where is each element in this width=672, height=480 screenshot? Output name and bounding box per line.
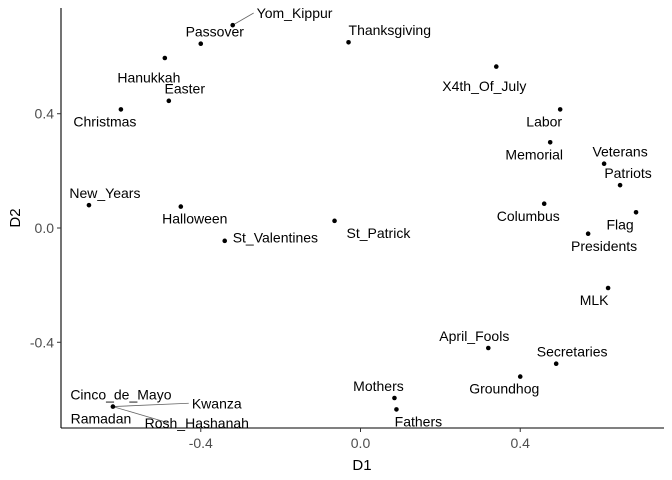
- data-point: [541, 201, 547, 207]
- label-leader-line: [112, 402, 189, 407]
- data-point: [557, 107, 563, 112]
- data-point: [553, 361, 559, 367]
- data-point: [230, 22, 236, 28]
- data-points: [86, 22, 639, 412]
- point-label: Easter: [165, 81, 206, 97]
- data-point: [485, 345, 491, 351]
- point-label: Thanksgiving: [349, 22, 432, 38]
- leader-lines: [112, 12, 254, 424]
- data-point: [162, 55, 168, 61]
- label-leader-line: [232, 12, 254, 26]
- x-tick-label: -0.4: [189, 435, 213, 451]
- point-label: Patriots: [604, 165, 651, 181]
- data-point: [110, 404, 116, 409]
- label-leader-line: [112, 406, 169, 424]
- x-ticks: -0.4 0.0 0.4: [189, 428, 530, 451]
- point-label: Memorial: [505, 146, 563, 162]
- x-tick-label: 0.0: [351, 435, 371, 451]
- point-label: Groundhog: [469, 381, 539, 397]
- point-label: Mothers: [353, 378, 404, 394]
- axes: -0.4 0.0 0.4 -0.4 0.0 0.4 D1 D2: [7, 8, 664, 474]
- point-label: Rosh_Hashanah: [145, 415, 249, 431]
- data-point: [392, 395, 397, 401]
- data-point: [617, 182, 623, 188]
- point-label: Yom_Kippur: [257, 5, 333, 21]
- point-label: St_Patrick: [347, 225, 412, 241]
- x-axis-title: D1: [352, 457, 371, 474]
- data-point: [394, 407, 399, 412]
- point-label: Columbus: [497, 208, 560, 224]
- data-point: [166, 98, 172, 104]
- point-label: Cinco_de_Mayo: [70, 386, 171, 402]
- point-label: Labor: [526, 114, 562, 130]
- point-label: New_Years: [69, 185, 140, 201]
- y-ticks: -0.4 0.0 0.4: [30, 106, 61, 350]
- data-point: [118, 107, 124, 112]
- data-point: [601, 161, 607, 167]
- y-axis-title: D2: [7, 208, 24, 227]
- data-point: [585, 231, 591, 237]
- point-label: April_Fools: [439, 328, 509, 344]
- y-tick-label: -0.4: [30, 334, 54, 350]
- point-label: Halloween: [162, 211, 227, 227]
- point-label: Kwanza: [192, 395, 242, 411]
- point-label: Ramadan: [71, 411, 132, 427]
- point-label: Presidents: [571, 238, 637, 254]
- data-point: [493, 64, 499, 69]
- point-label: MLK: [580, 292, 609, 308]
- point-label: Fathers: [395, 414, 442, 430]
- y-tick-label: 0.0: [35, 220, 55, 236]
- data-point: [86, 202, 92, 208]
- data-point: [178, 204, 184, 209]
- data-point: [198, 41, 204, 47]
- data-point: [222, 238, 228, 244]
- point-label: Flag: [606, 216, 633, 232]
- data-point: [346, 39, 351, 45]
- data-point: [547, 139, 553, 145]
- data-point: [605, 285, 611, 291]
- point-label: Passover: [186, 24, 245, 40]
- data-point: [633, 209, 639, 215]
- point-label: Hanukkah: [117, 69, 180, 85]
- point-labels: Yom_Kippur Passover Thanksgiving Hanukkah X4…: [69, 5, 651, 431]
- y-tick-label: 0.4: [35, 106, 55, 122]
- point-label: Secretaries: [537, 344, 608, 360]
- data-point: [332, 218, 337, 224]
- x-tick-label: 0.4: [511, 435, 531, 451]
- data-point: [517, 374, 523, 379]
- point-label: St_Valentines: [233, 230, 318, 246]
- point-label: Veterans: [592, 144, 647, 160]
- point-label: Christmas: [73, 114, 136, 130]
- point-label: X4th_Of_July: [442, 78, 526, 94]
